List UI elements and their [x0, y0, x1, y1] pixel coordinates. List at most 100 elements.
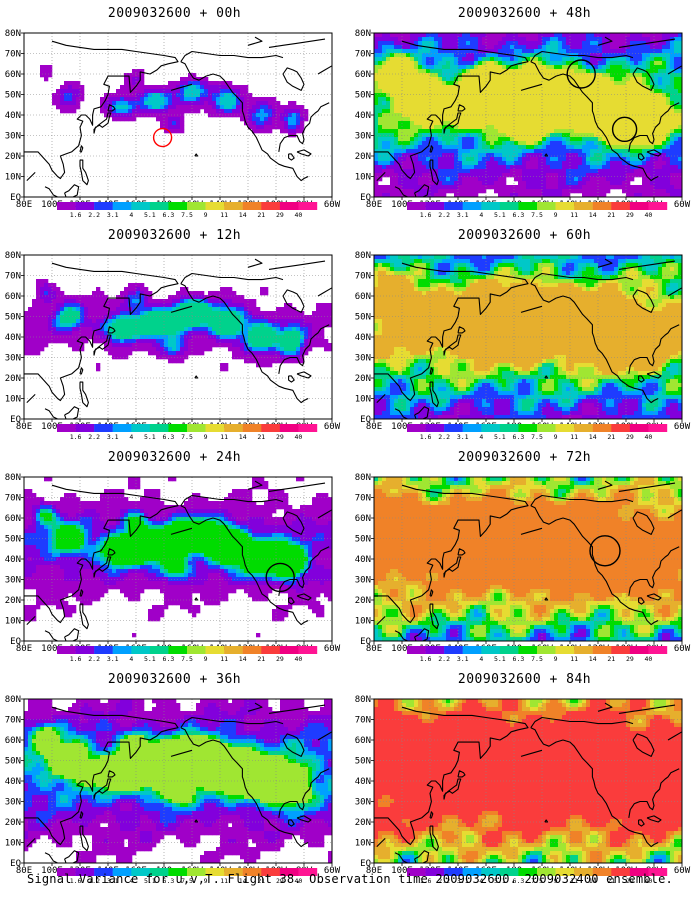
- colorbar-label: 21: [257, 433, 265, 441]
- colorbar-swatch: [57, 868, 76, 876]
- colorbar-label: 9: [204, 877, 208, 885]
- colorbar: 1.6 2.2 3.1 4 5.1 6.3 7.5 9 11 14 21 29 40: [407, 646, 668, 663]
- colorbar-label: 21: [607, 655, 615, 663]
- colorbar-swatch: [205, 646, 225, 654]
- colorbar-swatch: [261, 202, 281, 210]
- colorbar-swatch: [574, 646, 593, 654]
- lon-tick-label: 80E: [366, 644, 382, 654]
- coastlines: [374, 702, 682, 863]
- colorbar-label: 2.2: [438, 877, 450, 885]
- colorbar-label: 4: [479, 655, 483, 663]
- colorbar-label: 1.6: [420, 211, 432, 219]
- colorbar-label: 7.5: [531, 655, 543, 663]
- colorbar-label: 1.6: [420, 877, 432, 885]
- colorbar-label: 2.2: [88, 433, 100, 441]
- colorbar-swatch: [75, 646, 95, 654]
- colorbar-swatch: [462, 202, 482, 210]
- signal-variance-map: 80N70N60N50N40N30N20N10NEQ80E100E120E140…: [5, 251, 341, 441]
- colorbar-swatch: [574, 424, 593, 432]
- colorbar-swatch: [279, 868, 299, 876]
- lat-tick-label: EQ: [360, 637, 371, 647]
- colorbar-label: 6.3: [163, 655, 175, 663]
- variance-field: [374, 255, 682, 419]
- coastlines: [374, 36, 682, 197]
- colorbar-swatch: [112, 868, 132, 876]
- lon-tick-label: 100E: [41, 422, 63, 432]
- graticule: [374, 699, 682, 863]
- lon-tick-label: 100E: [41, 644, 63, 654]
- lat-tick-label: 80N: [5, 473, 21, 483]
- lat-tick-label: 40N: [5, 333, 21, 343]
- colorbar-label: 5.1: [494, 655, 506, 663]
- colorbar-swatch: [57, 424, 76, 432]
- colorbar-label: 6.3: [163, 211, 175, 219]
- colorbar-swatch: [407, 424, 426, 432]
- coastlines: [374, 480, 682, 641]
- colorbar-swatch: [298, 202, 318, 210]
- colorbar-label: 6.3: [163, 877, 175, 885]
- colorbar-label: 40: [295, 655, 303, 663]
- lat-tick-label: EQ: [360, 859, 371, 869]
- colorbar-label: 29: [626, 877, 634, 885]
- lat-tick-label: 70N: [355, 716, 371, 726]
- lat-tick-label: 60N: [5, 736, 21, 746]
- colorbar-swatch: [574, 868, 593, 876]
- colorbar-label: 21: [257, 655, 265, 663]
- signal-variance-map: 80N70N60N50N40N30N20N10NEQ80E100E120E140…: [355, 29, 691, 219]
- colorbar: 1.6 2.2 3.1 4 5.1 6.3 7.5 9 11 14 21 29 40: [407, 424, 668, 441]
- colorbar-label: 7.5: [531, 433, 543, 441]
- lat-tick-label: 30N: [355, 576, 371, 586]
- signal-variance-map: 80N70N60N50N40N30N20N10NEQ80E100E120E140…: [355, 695, 691, 885]
- colorbar-swatch: [425, 868, 445, 876]
- figure-caption: Signal Variance for u,v,T. Flight 38. Ob…: [0, 872, 700, 886]
- colorbar-label: 21: [607, 211, 615, 219]
- colorbar-swatch: [279, 646, 299, 654]
- highlight-circle: [152, 127, 173, 148]
- colorbar-label: 11: [220, 877, 228, 885]
- colorbar-label: 5.1: [494, 433, 506, 441]
- colorbar-label: 21: [607, 877, 615, 885]
- colorbar-swatch: [224, 868, 243, 876]
- lat-tick-label: 80N: [355, 251, 371, 261]
- colorbar-swatch: [611, 424, 631, 432]
- lat-tick-label: 10N: [5, 839, 21, 849]
- colorbar-swatch: [224, 646, 243, 654]
- colorbar-swatch: [425, 202, 445, 210]
- colorbar-label: 2.2: [88, 877, 100, 885]
- colorbar-label: 40: [295, 211, 303, 219]
- colorbar-label: 11: [570, 433, 578, 441]
- colorbar-label: 40: [295, 877, 303, 885]
- colorbar-swatch: [279, 424, 299, 432]
- colorbar-swatch: [205, 202, 225, 210]
- lat-tick-label: 60N: [355, 736, 371, 746]
- colorbar-swatch: [537, 424, 556, 432]
- lat-tick-label: 20N: [355, 152, 371, 162]
- lon-tick-label: 80E: [366, 422, 382, 432]
- colorbar-label: 11: [220, 655, 228, 663]
- colorbar-label: 6.3: [513, 877, 525, 885]
- colorbar-label: 4: [129, 433, 133, 441]
- colorbar-label: 2.2: [88, 655, 100, 663]
- forecast-panel: 2009032600 + 72h 80N 70N 60N 50N 40N 30N 20N 10N…: [352, 450, 697, 670]
- colorbar-label: 5.1: [144, 433, 156, 441]
- colorbar-label: 5.1: [494, 211, 506, 219]
- coastlines: [24, 702, 332, 863]
- panel-title: 2009032600 + 24h: [2, 450, 347, 465]
- colorbar: 1.6 2.2 3.1 4 5.1 6.3 7.5 9 11 14 21 29 40: [407, 202, 668, 219]
- colorbar-label: 6.3: [513, 655, 525, 663]
- variance-field: [24, 279, 332, 372]
- lat-tick-label: 50N: [5, 313, 21, 323]
- lon-tick-label: 100E: [41, 200, 63, 210]
- colorbar-label: 7.5: [531, 211, 543, 219]
- colorbar-swatch: [94, 646, 113, 654]
- colorbar-swatch: [187, 868, 206, 876]
- colorbar-swatch: [149, 202, 169, 210]
- colorbar-swatch: [279, 202, 299, 210]
- colorbar: 1.6 2.2 3.1 4 5.1 6.3 7.5 9 11 14 21 29 40: [57, 424, 318, 441]
- colorbar-label: 11: [570, 211, 578, 219]
- lat-tick-label: 40N: [355, 777, 371, 787]
- lat-tick-label: 60N: [5, 70, 21, 80]
- graticule: [374, 255, 682, 419]
- lat-tick-label: 10N: [5, 617, 21, 627]
- lat-tick-label: 80N: [5, 29, 21, 39]
